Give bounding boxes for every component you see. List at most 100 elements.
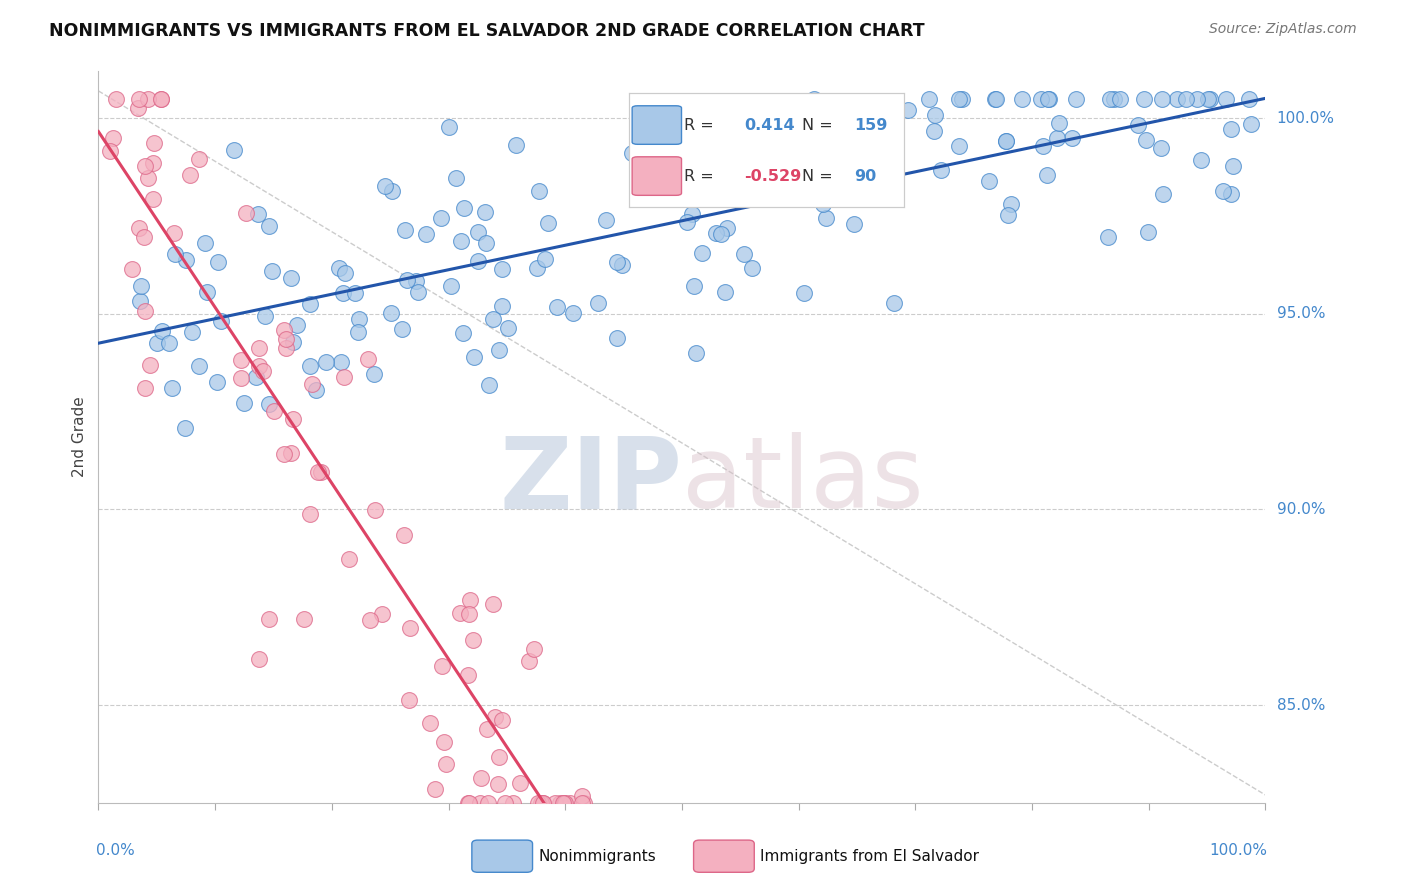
Point [273,323,295,337]
Point [195,285,218,300]
Point [983,92,1005,106]
Point [398,692,420,706]
Point [1109,92,1132,106]
Point [419,716,441,731]
Point [121,261,143,276]
Point [207,255,229,269]
Point [553,796,575,810]
Point [948,139,970,153]
Text: Source: ZipAtlas.com: Source: ZipAtlas.com [1209,22,1357,37]
Point [281,335,304,350]
Point [363,368,385,382]
Point [247,341,270,355]
Point [526,261,548,276]
Point [247,207,270,221]
Point [475,723,498,737]
Point [697,191,720,205]
Point [380,306,402,320]
Point [276,332,298,346]
Text: 0.0%: 0.0% [96,843,135,858]
Point [606,255,628,269]
Point [344,286,367,301]
Point [733,247,755,261]
Point [488,749,510,764]
Point [128,294,150,309]
Point [433,735,456,749]
Point [357,351,380,366]
Text: Nonimmigrants: Nonimmigrants [538,848,657,863]
Point [101,131,124,145]
Point [704,226,727,240]
Point [247,652,270,666]
Point [260,263,283,277]
Text: Immigrants from El Salvador: Immigrants from El Salvador [761,848,979,863]
Point [179,169,201,183]
Point [307,466,329,480]
Point [374,179,396,194]
Point [531,796,554,810]
Point [793,286,815,301]
Point [363,503,385,517]
Point [128,92,150,106]
Point [537,216,560,230]
Point [478,378,501,392]
Point [929,162,952,177]
Point [496,320,519,334]
Point [1197,92,1219,106]
Point [467,254,489,268]
Point [257,397,280,411]
Point [638,139,661,153]
Point [332,285,354,300]
Point [1189,153,1212,167]
Point [461,633,484,648]
Point [1135,133,1157,147]
Point [458,592,481,607]
Point [457,796,479,810]
Point [844,165,866,179]
Point [710,227,733,241]
Point [571,796,593,810]
Point [502,796,524,810]
Point [1220,122,1243,136]
Point [800,102,823,116]
Point [349,312,371,326]
Point [149,92,172,106]
Point [1198,92,1220,106]
Point [463,350,485,364]
Point [482,311,505,326]
Point [347,325,370,339]
Point [491,299,513,313]
Point [305,383,328,397]
Point [162,226,184,240]
Point [484,710,506,724]
Point [229,371,252,385]
Point [995,134,1018,148]
Point [257,219,280,233]
Point [491,262,513,277]
Point [1132,92,1154,106]
Point [1237,92,1260,106]
Point [180,325,202,339]
Point [470,796,492,810]
Point [548,796,571,810]
Point [1036,168,1059,182]
Point [457,796,479,810]
Point [142,192,165,206]
Point [229,353,252,368]
Point [984,92,1007,106]
Point [1038,92,1060,106]
Point [449,606,471,620]
Point [333,266,356,280]
Point [1150,92,1173,106]
Point [534,252,557,266]
Point [477,796,499,810]
Point [681,206,703,220]
Text: NONIMMIGRANTS VS IMMIGRANTS FROM EL SALVADOR 2ND GRADE CORRELATION CHART: NONIMMIGRANTS VS IMMIGRANTS FROM EL SALV… [49,22,925,40]
Point [1220,187,1243,202]
Point [995,134,1018,148]
Point [162,381,184,395]
Point [1032,139,1054,153]
Point [129,278,152,293]
Point [470,771,492,785]
Point [298,297,321,311]
